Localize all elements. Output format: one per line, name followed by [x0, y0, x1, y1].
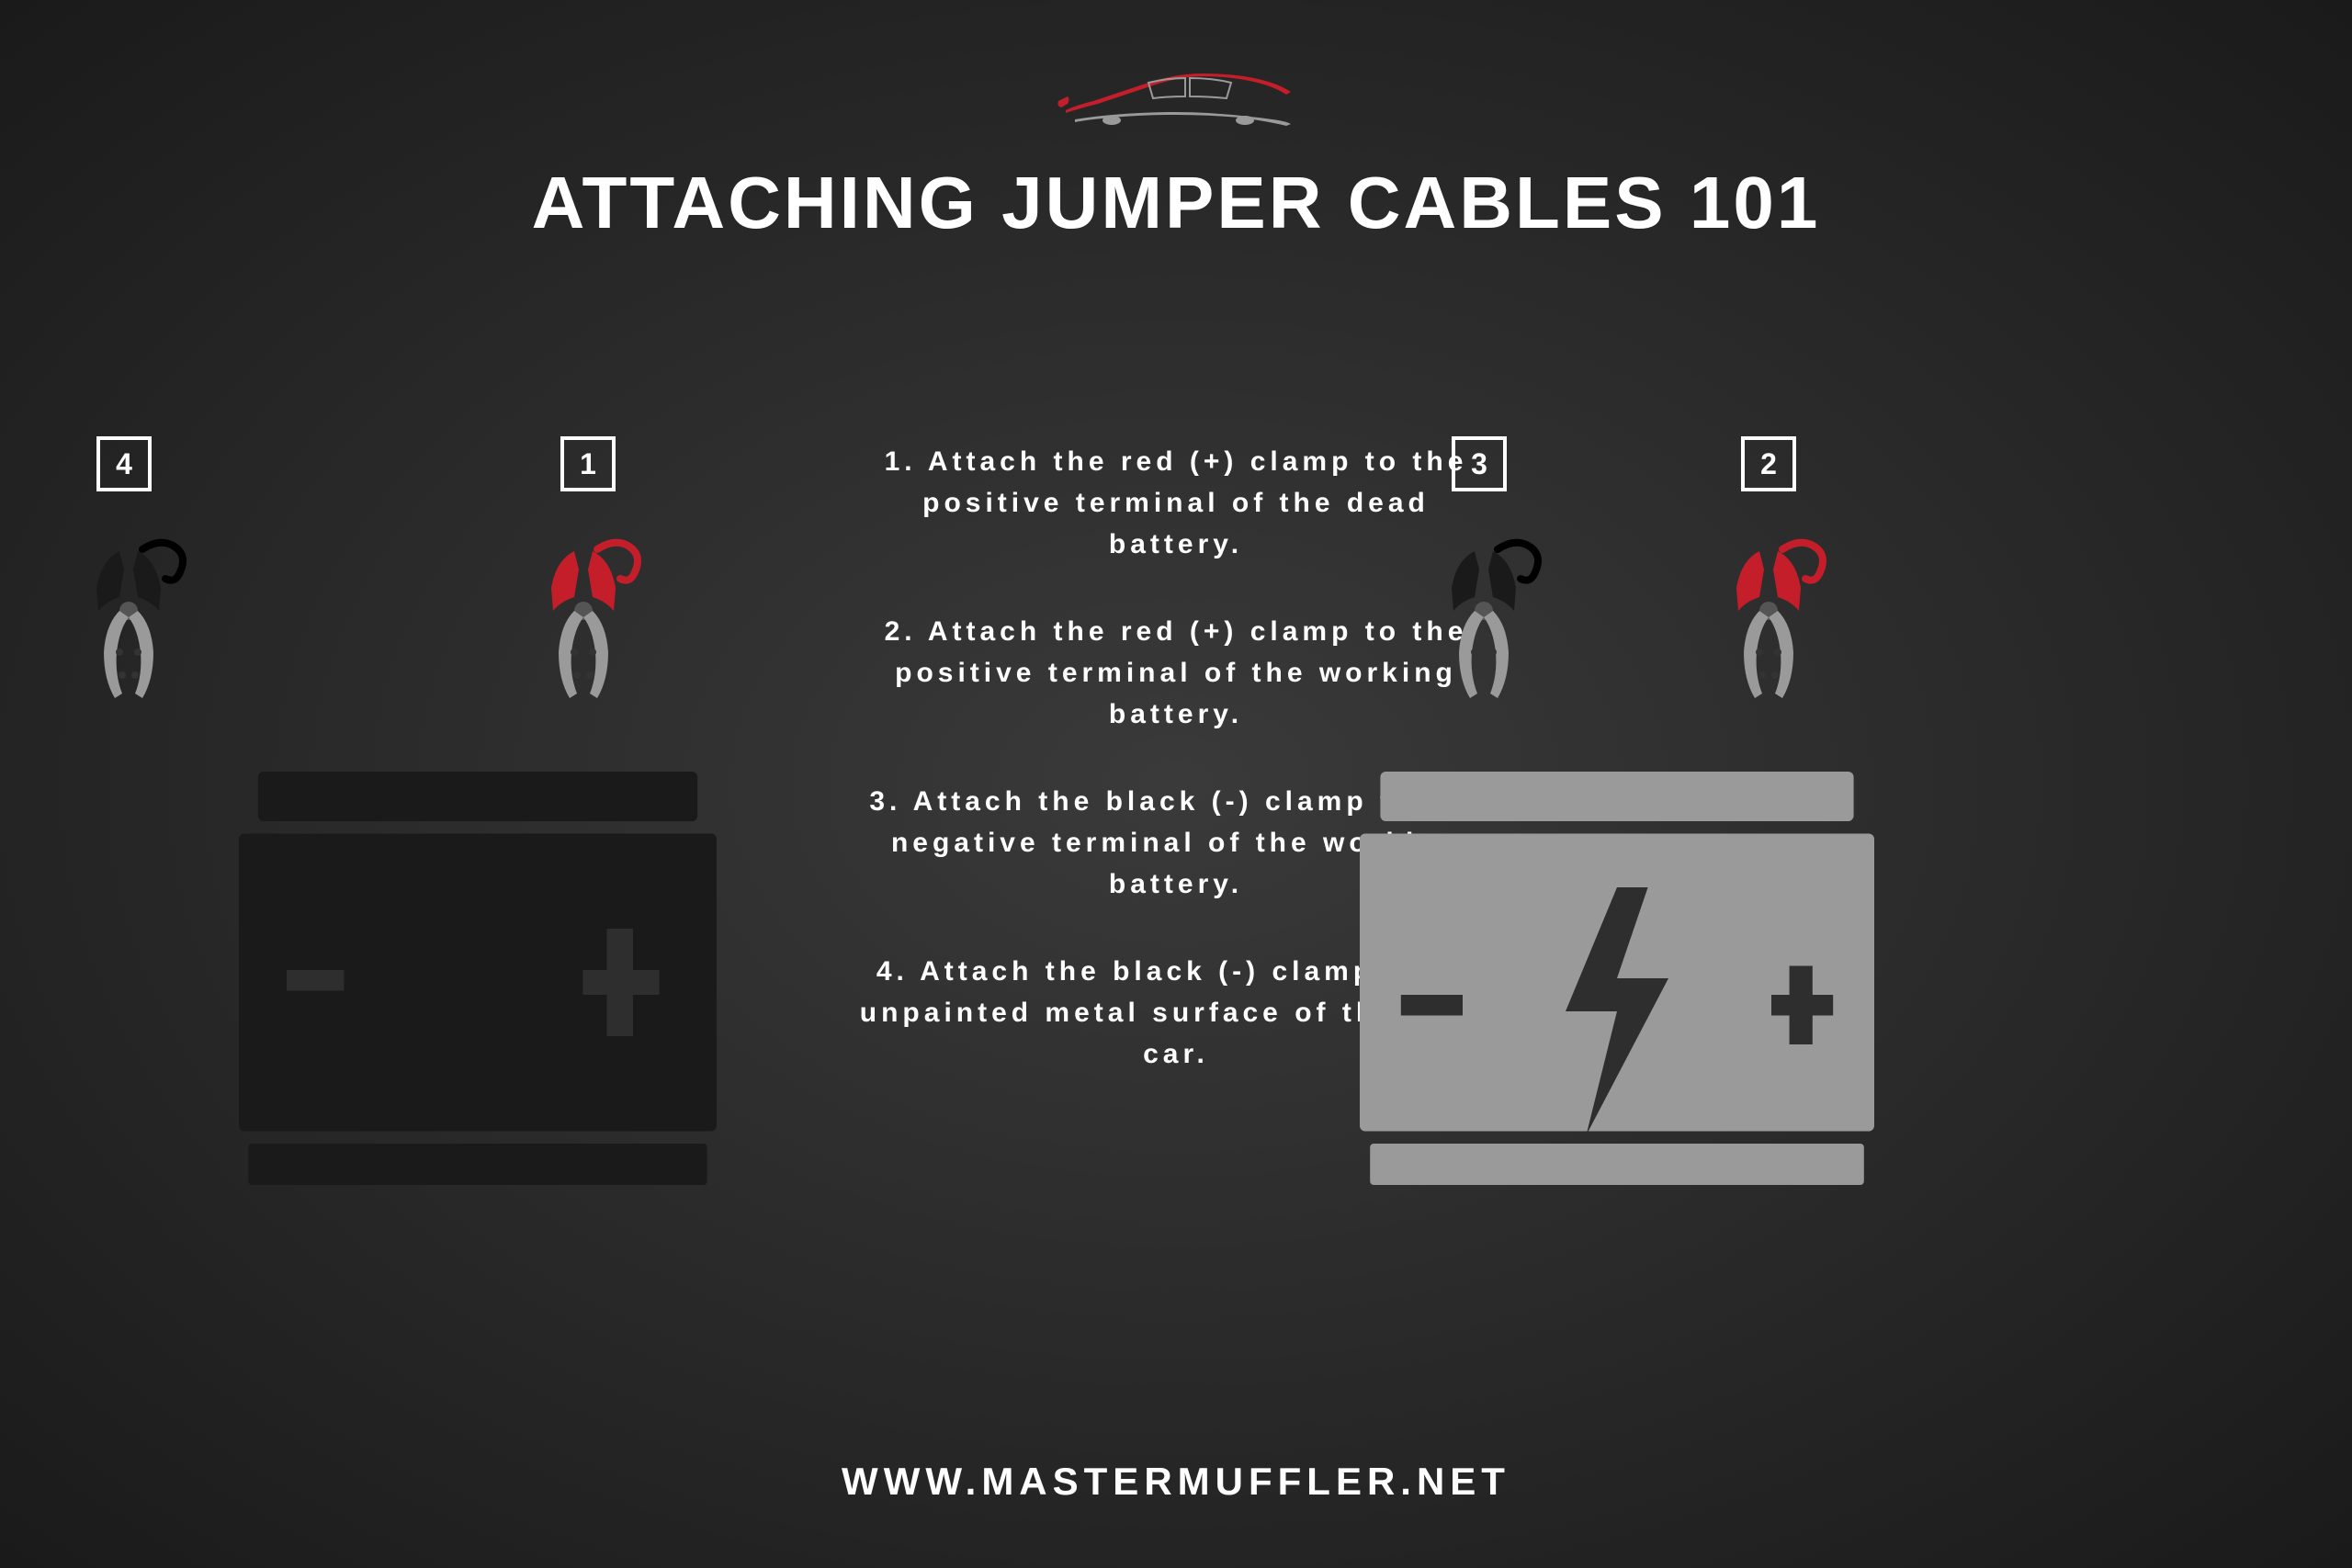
step-number-box: 2 — [1741, 436, 1796, 491]
jumper-clamp-icon — [524, 533, 652, 716]
footer-url: WWW.MASTERMUFFLER.NET — [842, 1460, 1510, 1504]
jumper-clamp-icon — [1424, 533, 1553, 716]
instruction-step: 2. Attach the red (+) clamp to the posit… — [859, 611, 1493, 735]
car-logo-icon — [1047, 51, 1305, 133]
dead-battery-icon — [239, 772, 717, 1185]
step-number-box: 3 — [1452, 436, 1507, 491]
jumper-clamp-icon — [1709, 533, 1838, 716]
working-battery-icon — [1360, 772, 1874, 1185]
step-number-box: 4 — [96, 436, 152, 491]
instruction-step: 1. Attach the red (+) clamp to the posit… — [859, 441, 1493, 565]
step-number-box: 1 — [560, 436, 616, 491]
jumper-clamp-icon — [69, 533, 198, 716]
page-title: ATTACHING JUMPER CABLES 101 — [532, 161, 1821, 245]
